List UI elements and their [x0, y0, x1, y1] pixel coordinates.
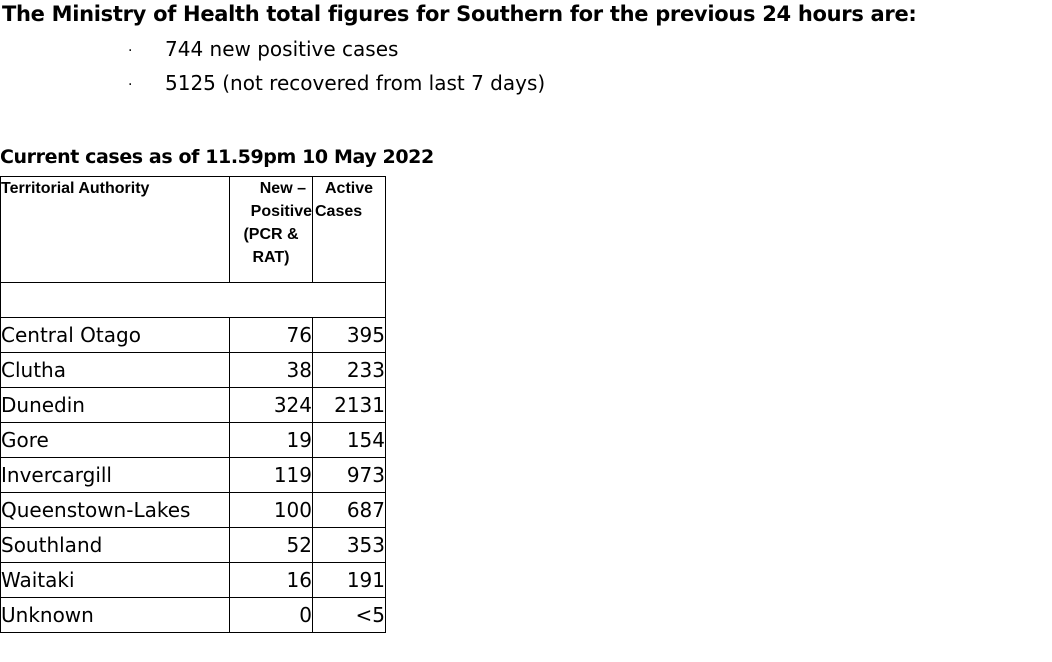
table-row: Southland 52 353: [0, 527, 386, 563]
row-new-positive: 19: [229, 422, 313, 458]
row-active-cases: 191: [312, 562, 386, 598]
list-item: · 744 new positive cases: [128, 34, 545, 68]
row-new-positive: 38: [229, 352, 313, 388]
header-active-cases-line: Active: [324, 180, 374, 197]
table-spacer-cell: [0, 282, 386, 318]
row-new-positive: 324: [229, 387, 313, 423]
row-active-cases: 687: [312, 492, 386, 528]
row-new-positive: 0: [229, 597, 313, 633]
header-active-cases-line: Cases: [315, 203, 363, 220]
header-new-positive-line: New –: [259, 180, 306, 197]
table-row: Queenstown-Lakes 100 687: [0, 492, 386, 528]
row-territorial-authority: Clutha: [0, 352, 230, 388]
header-territorial-authority: Territorial Authority: [0, 176, 230, 283]
row-active-cases: 973: [312, 457, 386, 493]
row-territorial-authority: Dunedin: [0, 387, 230, 423]
row-active-cases: 154: [312, 422, 386, 458]
new-positive-summary: 744 new positive cases: [165, 37, 399, 61]
row-new-positive: 76: [229, 317, 313, 353]
table-caption: Current cases as of 11.59pm 10 May 2022: [0, 146, 434, 168]
row-new-positive: 52: [229, 527, 313, 563]
row-active-cases: 2131: [312, 387, 386, 423]
row-territorial-authority: Central Otago: [0, 317, 230, 353]
header-territorial-authority-label: Territorial Authority: [1, 180, 150, 197]
table-row: Gore 19 154: [0, 422, 386, 458]
row-new-positive: 100: [229, 492, 313, 528]
bullet-marker: ·: [128, 42, 133, 59]
table-row: Unknown 0 <5: [0, 597, 386, 633]
header-new-positive-line: (PCR &: [243, 226, 299, 243]
table-row: Waitaki 16 191: [0, 562, 386, 598]
row-active-cases: 353: [312, 527, 386, 563]
row-territorial-authority: Unknown: [0, 597, 230, 633]
row-new-positive: 16: [229, 562, 313, 598]
bullet-marker: ·: [128, 76, 133, 93]
table-row: Dunedin 324 2131: [0, 387, 386, 423]
table-spacer-row: [0, 282, 386, 318]
row-territorial-authority: Queenstown-Lakes: [0, 492, 230, 528]
row-territorial-authority: Waitaki: [0, 562, 230, 598]
table-row: Central Otago 76 395: [0, 317, 386, 353]
row-territorial-authority: Invercargill: [0, 457, 230, 493]
header-new-positive: New – Positive (PCR & RAT): [229, 176, 313, 283]
row-territorial-authority: Gore: [0, 422, 230, 458]
table-row: Clutha 38 233: [0, 352, 386, 388]
table-header-row: Territorial Authority New – Positive (PC…: [0, 176, 386, 283]
row-active-cases: <5: [312, 597, 386, 633]
row-active-cases: 395: [312, 317, 386, 353]
not-recovered-summary: 5125 (not recovered from last 7 days): [165, 71, 546, 95]
cases-table: Territorial Authority New – Positive (PC…: [0, 176, 386, 633]
header-new-positive-line: Positive: [250, 203, 312, 220]
row-new-positive: 119: [229, 457, 313, 493]
header-new-positive-line: RAT): [252, 249, 290, 266]
summary-list: · 744 new positive cases · 5125 (not recov…: [128, 34, 545, 102]
header-active-cases: Active Cases: [312, 176, 386, 283]
page-heading: The Ministry of Health total figures for…: [2, 2, 917, 26]
row-active-cases: 233: [312, 352, 386, 388]
list-item: · 5125 (not recovered from last 7 days): [128, 68, 545, 102]
row-territorial-authority: Southland: [0, 527, 230, 563]
table-row: Invercargill 119 973: [0, 457, 386, 493]
